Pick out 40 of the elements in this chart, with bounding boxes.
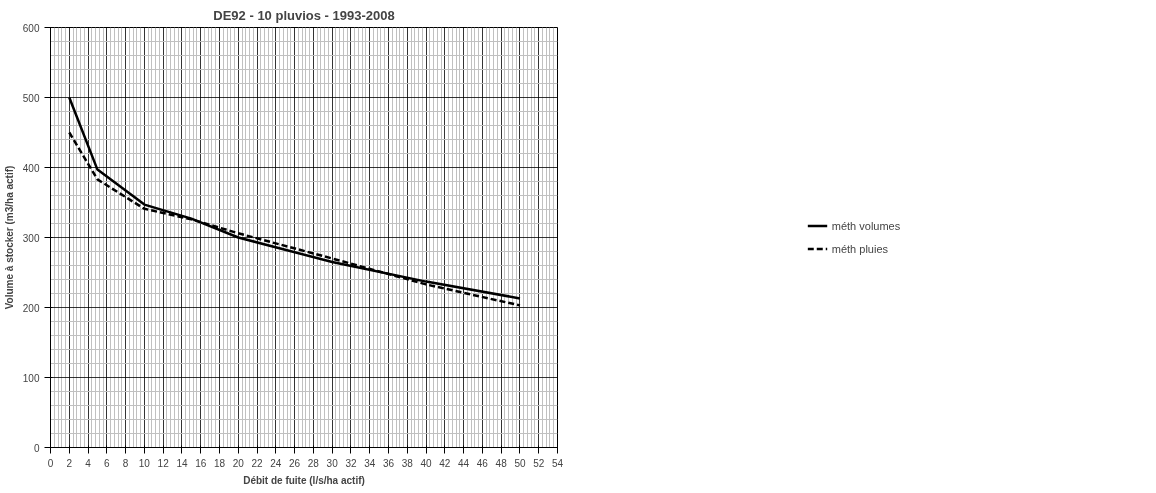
x-tick-label: 4 [85,457,92,469]
y-tick-label: 600 [22,22,40,34]
x-tick-label: 50 [514,457,526,469]
x-tick-label: 30 [326,457,339,469]
x-tick-label: 16 [195,457,207,469]
legend-label: méth volumes [831,219,901,232]
x-tick-label: 2 [66,457,73,469]
x-tick-label: 28 [307,457,320,469]
x-tick-label: 40 [420,457,433,469]
y-tick-label: 300 [22,232,40,244]
y-tick-label: 100 [22,372,40,384]
x-tick-label: 54 [551,457,564,469]
x-tick-label: 44 [458,457,470,469]
x-tick-label: 34 [364,457,376,469]
y-axis-title: Volume à stocker (m3/ha actif) [3,165,15,310]
y-tick-label: 400 [22,162,40,174]
x-tick-label: 8 [122,457,129,469]
x-tick-label: 46 [476,457,489,469]
x-tick-label: 6 [104,457,111,469]
y-tick-label: 200 [22,302,40,314]
y-tick-label: 500 [22,92,40,104]
y-tick-label: 0 [33,442,40,454]
x-tick-label: 26 [289,457,301,469]
x-tick-label: 10 [138,457,151,469]
x-tick-label: 14 [176,457,188,469]
x-tick-label: 52 [533,457,545,469]
chart-title: DE92 - 10 pluvios - 1993-2008 [213,7,395,23]
x-tick-label: 18 [213,457,226,469]
legend-label: méth pluies [831,242,889,255]
x-tick-label: 38 [401,457,414,469]
x-tick-label: 42 [439,457,451,469]
x-tick-label: 20 [232,457,245,469]
x-axis-title: Débit de fuite (l/s/ha actif) [243,474,365,486]
x-tick-label: 0 [47,457,54,469]
x-tick-label: 12 [157,457,170,469]
x-tick-label: 32 [345,457,357,469]
x-tick-label: 48 [495,457,508,469]
x-tick-label: 36 [382,457,395,469]
x-tick-label: 24 [270,457,282,469]
x-tick-label: 22 [251,457,264,469]
